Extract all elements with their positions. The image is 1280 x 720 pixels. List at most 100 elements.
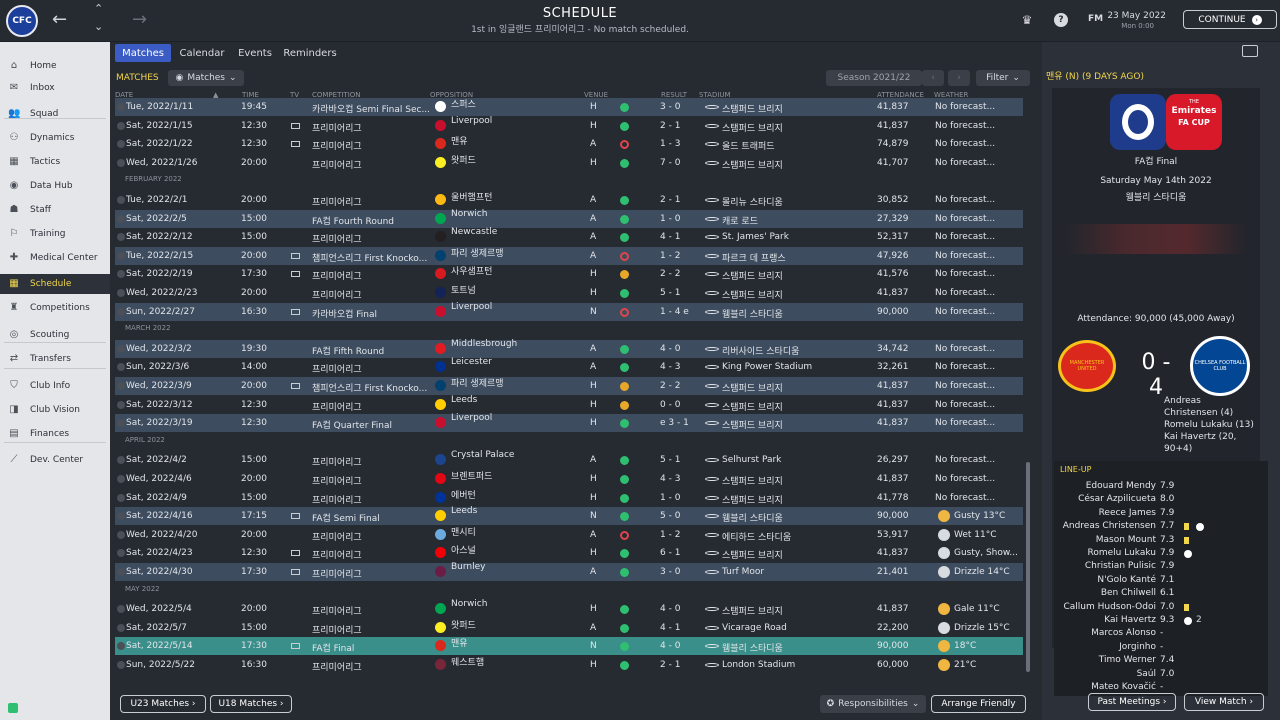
table-row[interactable]: Sun, 2022/5/22 16:30 프리미어리그 웨스트햄 H 2 - 1 Londo… <box>115 656 1023 674</box>
chevron-up-icon[interactable]: ⌃ <box>94 2 104 15</box>
tab-calendar[interactable]: Calendar <box>176 44 228 62</box>
lineup-row[interactable]: Romelu Lukaku 7.9 <box>1054 548 1268 561</box>
col-attendance[interactable]: ATTENDANCE <box>877 91 924 99</box>
lineup-row[interactable]: N'Golo Kanté 7.1 <box>1054 575 1268 588</box>
table-row[interactable]: Wed, 2022/3/2 19:30 FA컵 Fifth Round Middles… <box>115 339 1023 358</box>
sidebar-item-tactics[interactable]: ▦ Tactics <box>0 152 110 172</box>
table-row[interactable]: Sat, 2022/2/5 15:00 FA컵 Fourth Round Norwic… <box>115 209 1023 228</box>
view-match-button[interactable]: View Match › <box>1184 693 1264 711</box>
sidebar-item-squad[interactable]: 👥 Squad <box>0 104 110 124</box>
row-select-dot[interactable] <box>117 382 125 390</box>
table-row[interactable]: Sat, 2022/1/15 12:30 프리미어리그 Liverpool H 2 - 1… <box>115 116 1023 135</box>
past-meetings-button[interactable]: Past Meetings › <box>1088 693 1176 711</box>
row-select-dot[interactable] <box>117 605 125 614</box>
lineup-row[interactable]: Edouard Mendy 7.9 <box>1054 481 1268 494</box>
table-row[interactable]: Tue, 2022/1/11 19:45 카라바오컵 Semi Final Sec.… <box>115 98 1023 116</box>
sidebar-item-scouting[interactable]: ◎ Scouting <box>0 325 110 345</box>
table-row[interactable]: Sat, 2022/2/19 17:30 프리미어리그 사우샘프턴 H 2 - 2 스탬퍼드… <box>115 265 1023 283</box>
sidebar-item-staff[interactable]: ☗ Staff <box>0 200 110 220</box>
table-row[interactable]: Sat, 2022/4/30 17:30 프리미어리그 Burnley A 3 - 0 Tu… <box>115 562 1023 581</box>
table-row[interactable]: Sat, 2022/4/16 17:15 FA컵 Semi Final Leeds N 5… <box>115 506 1023 526</box>
sidebar-item-dev-center[interactable]: ⟋ Dev. Center <box>0 450 110 470</box>
tab-events[interactable]: Events <box>236 44 274 62</box>
table-row[interactable]: Tue, 2022/2/1 20:00 프리미어리그 울버햄프턴 A 2 - 1 몰리뉴 스… <box>115 191 1023 209</box>
row-select-dot[interactable] <box>117 419 125 428</box>
lineup-row[interactable]: César Azpilicueta 8.0 <box>1054 494 1268 507</box>
row-select-dot[interactable] <box>117 270 125 279</box>
sidebar-item-finances[interactable]: ▤ Finances <box>0 424 110 444</box>
col-tv[interactable]: TV <box>290 91 300 99</box>
table-row[interactable]: Tue, 2022/2/15 20:00 챔피언스리그 First Knocko..… <box>115 246 1023 265</box>
table-row[interactable]: Sat, 2022/3/12 12:30 프리미어리그 Leeds H 0 - 0 스탬퍼드… <box>115 395 1023 414</box>
responsibilities-dropdown[interactable]: ✪ Responsibilities ⌄ <box>820 695 926 713</box>
lineup-row[interactable]: Andreas Christensen 7.7 <box>1054 521 1268 534</box>
sidebar-item-club-info[interactable]: ⛉ Club Info <box>0 376 110 396</box>
fm-logo[interactable]: FM <box>1088 14 1104 24</box>
col-time[interactable]: TIME <box>242 91 259 99</box>
col-stadium[interactable]: STADIUM <box>699 91 731 99</box>
matches-dropdown[interactable]: ◉ Matches ⌄ <box>168 70 244 86</box>
row-select-dot[interactable] <box>117 103 125 111</box>
back-arrow-icon[interactable]: ← <box>52 9 68 30</box>
scrollbar[interactable] <box>1026 462 1030 672</box>
lineup-row[interactable]: Callum Hudson-Odoi 7.0 <box>1054 602 1268 615</box>
row-select-dot[interactable] <box>117 251 125 260</box>
row-select-dot[interactable] <box>117 400 125 409</box>
row-select-dot[interactable] <box>117 475 125 483</box>
sidebar-item-inbox[interactable]: ✉ Inbox <box>0 78 110 98</box>
tab-matches[interactable]: Matches <box>115 44 171 62</box>
row-select-dot[interactable] <box>117 493 125 502</box>
row-select-dot[interactable] <box>117 158 125 167</box>
row-select-dot[interactable] <box>117 140 125 149</box>
forward-arrow-icon[interactable]: → <box>132 9 148 30</box>
tab-reminders[interactable]: Reminders <box>282 44 338 62</box>
table-row[interactable]: Sat, 2022/4/2 15:00 프리미어리그 Crystal Palace A 5… <box>115 450 1023 469</box>
col-result[interactable]: RESULT <box>661 91 688 99</box>
lineup-row[interactable]: Marcos Alonso - <box>1054 628 1268 641</box>
sidebar-item-club-vision[interactable]: ◨ Club Vision <box>0 400 110 420</box>
row-select-dot[interactable] <box>117 456 125 465</box>
table-row[interactable]: Wed, 2022/1/26 20:00 프리미어리그 왓퍼드 H 7 - 0 스탬퍼드 브… <box>115 154 1023 172</box>
trophy-icon[interactable]: ♛ <box>1021 13 1033 27</box>
next-season-button[interactable]: › <box>948 70 970 86</box>
club-crest[interactable]: CFC <box>6 5 38 37</box>
row-select-dot[interactable] <box>117 623 125 632</box>
table-row[interactable]: Sat, 2022/3/19 12:30 FA컵 Quarter Final Live… <box>115 413 1023 433</box>
table-row[interactable]: Sat, 2022/2/12 15:00 프리미어리그 Newcastle A 4 - 1… <box>115 227 1023 246</box>
col-competition[interactable]: COMPETITION <box>312 91 361 99</box>
row-select-dot[interactable] <box>117 344 125 353</box>
continue-button[interactable]: CONTINUE › <box>1183 10 1277 29</box>
col-date[interactable]: DATE <box>115 91 134 99</box>
arrange-friendly-button[interactable]: Arrange Friendly <box>931 695 1026 713</box>
table-row[interactable]: Sat, 2022/4/9 15:00 프리미어리그 에버턴 H 1 - 0 스탬퍼드 브리… <box>115 489 1023 507</box>
row-select-dot[interactable] <box>117 196 125 204</box>
table-row[interactable]: Wed, 2022/3/9 20:00 챔피언스리그 First Knocko...… <box>115 377 1023 395</box>
row-select-dot[interactable] <box>117 289 125 297</box>
sidebar-item-transfers[interactable]: ⇄ Transfers <box>0 349 110 369</box>
chevron-down-icon[interactable]: ⌄ <box>94 20 104 33</box>
sidebar-item-dynamics[interactable]: ⚇ Dynamics <box>0 128 110 148</box>
lineup-row[interactable]: Kai Havertz 9.3 2 <box>1054 615 1268 628</box>
sidebar-item-schedule[interactable]: ▦ Schedule <box>0 274 110 294</box>
sidebar-item-home[interactable]: ⌂ Home <box>0 56 110 76</box>
row-select-dot[interactable] <box>117 549 125 558</box>
table-row[interactable]: Wed, 2022/4/20 20:00 프리미어리그 맨시티 A 1 - 2 에티하드 스… <box>115 526 1023 544</box>
sidebar-item-training[interactable]: ⚐ Training <box>0 224 110 244</box>
row-select-dot[interactable] <box>117 363 125 372</box>
row-select-dot[interactable] <box>117 642 125 651</box>
lineup-row[interactable]: Mason Mount 7.3 <box>1054 535 1268 548</box>
table-row[interactable]: Sun, 2022/2/27 16:30 카라바오컵 Final Liverpool N… <box>115 302 1023 321</box>
prev-season-button[interactable]: ‹ <box>922 70 944 86</box>
lineup-row[interactable]: Timo Werner 7.4 <box>1054 655 1268 668</box>
row-select-dot[interactable] <box>117 233 125 242</box>
lineup-row[interactable]: Ben Chilwell 6.1 <box>1054 588 1268 601</box>
col-weather[interactable]: WEATHER <box>934 91 969 99</box>
lineup-row[interactable]: Jorginho - <box>1054 642 1268 655</box>
table-row[interactable]: Sat, 2022/5/14 17:30 FA컵 Final 맨유 N 4 - 0 웸블리 … <box>115 637 1023 656</box>
lineup-row[interactable]: Christian Pulisic 7.9 <box>1054 561 1268 574</box>
row-select-dot[interactable] <box>117 307 125 316</box>
layout-toggle-icon[interactable] <box>1242 45 1258 57</box>
lineup-row[interactable]: Saúl 7.0 <box>1054 669 1268 682</box>
sidebar-item-data-hub[interactable]: ◉ Data Hub <box>0 176 110 196</box>
help-icon[interactable]: ? <box>1054 13 1068 27</box>
